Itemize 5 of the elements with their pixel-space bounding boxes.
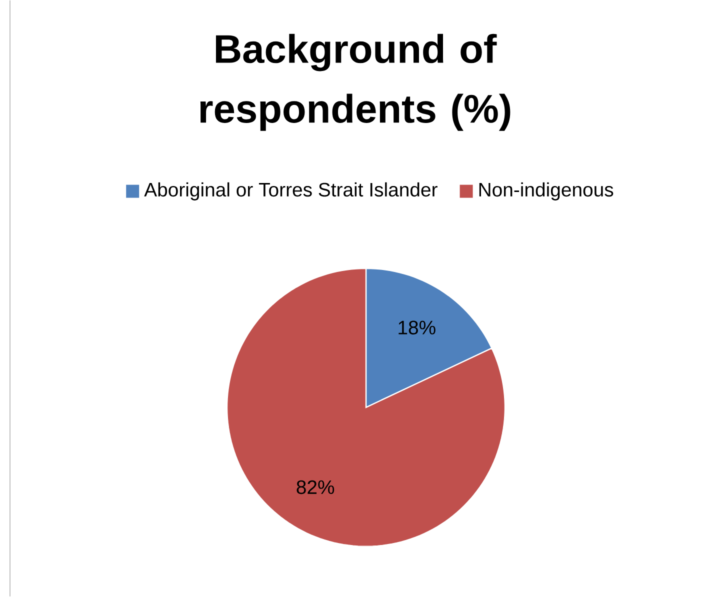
legend-label: Non-indigenous bbox=[479, 182, 614, 201]
data-label: 82% bbox=[296, 480, 334, 494]
chart-title: Background of respondents (%) bbox=[200, 34, 510, 131]
legend-label: Aboriginal or Torres Strait Islander bbox=[144, 182, 438, 201]
data-label: 18% bbox=[398, 320, 436, 335]
